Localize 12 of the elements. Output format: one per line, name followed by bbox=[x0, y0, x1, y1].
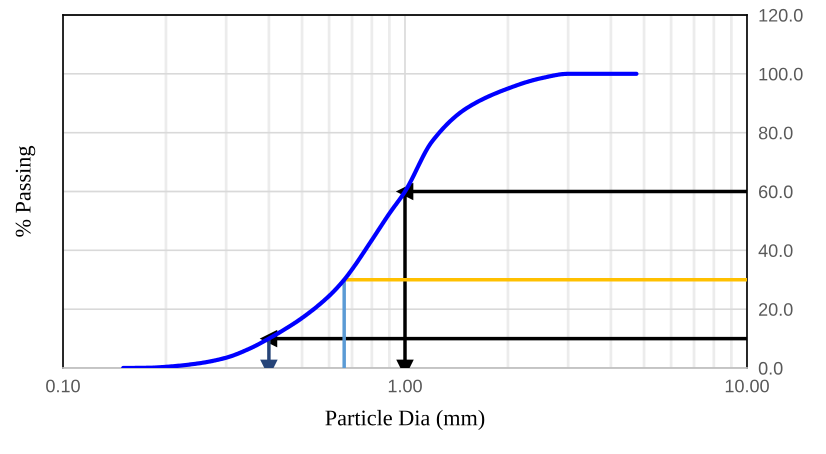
y-tick-label: 20.0 bbox=[759, 303, 793, 316]
y-tick-label: 100.0 bbox=[759, 68, 803, 81]
y-tick-label: 80.0 bbox=[758, 126, 793, 140]
x-tick-label: 0.10 bbox=[46, 380, 80, 392]
y-tick-label: 120.0 bbox=[759, 8, 803, 22]
y-tick-label: 60.0 bbox=[759, 185, 793, 198]
y-tick-label: 40.0 bbox=[758, 244, 793, 258]
y-axis-title: % Passing bbox=[16, 146, 36, 237]
x-tick-label: 1.00 bbox=[388, 380, 422, 392]
y-tick-label: 0.0 bbox=[758, 362, 783, 375]
x-axis-title: Particle Dia (mm) bbox=[325, 410, 484, 430]
x-tick-label: 10.00 bbox=[726, 380, 769, 392]
